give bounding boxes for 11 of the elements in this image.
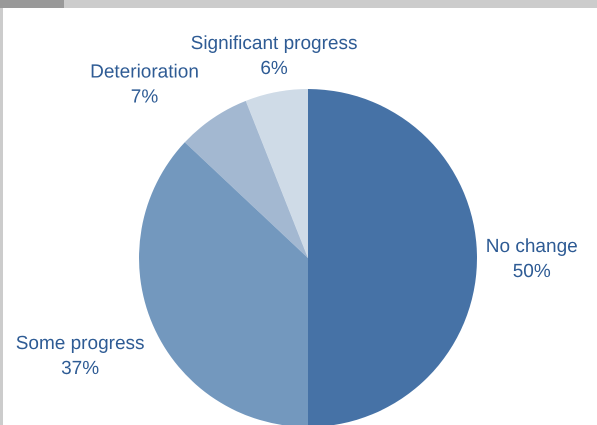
slice-label: No change [486, 236, 578, 257]
slice-label: Some progress [16, 332, 145, 354]
data-label: 37% [61, 358, 100, 379]
data-label: 7% [130, 86, 158, 108]
pie-slice [246, 89, 308, 258]
pie-slice [308, 89, 477, 425]
pie-slice [184, 100, 308, 258]
data-label: 50% [512, 261, 551, 282]
slice-label: Deterioration [90, 61, 199, 82]
data-label: 6% [260, 58, 288, 80]
slice-label: Significant progress [190, 33, 358, 54]
